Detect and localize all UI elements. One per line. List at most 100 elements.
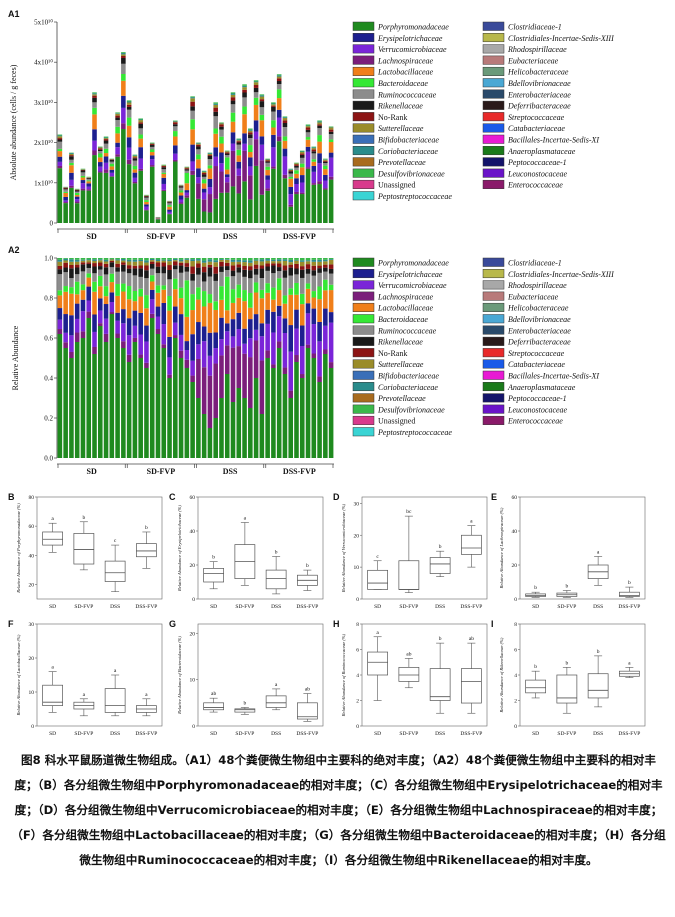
bar-segment-ruminococcaceae [224, 154, 230, 158]
bar-segment-no-rank [201, 266, 207, 273]
bar-segment-ruminococcaceae [213, 280, 218, 302]
bar-segment-lachnospiraceae [265, 188, 270, 191]
bar-segment-verrucomicrobiaceae [74, 199, 80, 202]
bar-segment-no-rank [57, 138, 63, 140]
bar-segment-erysipelotrichaceae [305, 303, 311, 314]
bar-segment-porphyromonadaceae [317, 382, 322, 458]
bar-segment-bacteroidaceae [190, 119, 195, 130]
bar-segment-desulfovibrionaceae [294, 258, 299, 260]
bar-segment-verrucomicrobiaceae [230, 143, 236, 151]
bar-segment-bacteroidaceae [230, 112, 236, 122]
bar-segment-porphyromonadaceae [74, 342, 80, 458]
bar-segment-no-rank [57, 265, 63, 270]
bar-segment-desulfovibrionaceae [276, 74, 282, 76]
bar-segment-erysipelotrichaceae [103, 304, 109, 319]
bar-segment-lachnospiraceae [271, 364, 276, 368]
bar-segment-sutterellaceae [259, 261, 265, 266]
bar-segment-lactobacillaceae [253, 104, 259, 121]
bar-segment-sutterellaceae [219, 260, 224, 262]
bar-segment-lactobacillaceae [167, 206, 172, 210]
significance-letter-sd: c [376, 554, 379, 560]
legend-label-bacteroidaceae: Bacteroidaceae [378, 79, 428, 88]
bar-segment-lactobacillaceae [57, 295, 63, 309]
legend-swatch-catabacteriaceae [482, 359, 505, 369]
bar-segment-sutterellaceae [294, 260, 299, 264]
bar-segment-no-rank [115, 263, 120, 268]
bar-segment-coriobacteriaceae [103, 259, 109, 262]
bar-segment-ruminococcaceae [121, 63, 126, 74]
bar-segment-coriobacteriaceae [230, 259, 236, 262]
bar-segment-rikenellaceae [92, 266, 97, 274]
bar-segment-porphyromonadaceae [305, 348, 311, 458]
bar-segment-ruminococcaceae [230, 104, 236, 113]
bar-segment-lachnospiraceae [328, 176, 334, 180]
y-tick-label-D: 20 [354, 533, 360, 539]
bar-segment-erysipelotrichaceae [184, 341, 190, 351]
bar-segment-rikenellaceae [224, 266, 230, 271]
bar-segment-erysipelotrichaceae [97, 162, 103, 167]
bar-segment-rikenellaceae [207, 155, 213, 160]
bar-segment-sutterellaceae [219, 123, 224, 125]
legend-label-no-rank: No-Rank [378, 349, 407, 358]
bar-segment-ruminococcaceae [103, 143, 109, 149]
bar-segment-desulfovibrionaceae [328, 126, 334, 128]
bar-segment-sutterellaceae [149, 143, 155, 145]
x-tick-label-dss: DSS [435, 604, 445, 610]
bar-segment-verrucomicrobiaceae [305, 151, 311, 168]
y-tick-label-F: 10 [29, 690, 35, 696]
bar-segment-lachnospiraceae [299, 192, 305, 195]
bar-segment-no-rank [138, 122, 143, 124]
y-axis-title-C: Relative Abundance of Erysipelotrichacea… [177, 505, 182, 592]
legend-swatch-unassigned [352, 179, 375, 189]
bar-segment-sutterellaceae [242, 87, 247, 90]
bar-segment-lachnospiraceae [74, 332, 80, 342]
bar-segment-lactobacillaceae [288, 178, 294, 187]
bar-segment-ruminococcaceae [178, 272, 184, 288]
bar-segment-lachnospiraceae [121, 341, 126, 348]
bar-segment-lactobacillaceae [317, 141, 322, 154]
bar-segment-lactobacillaceae [80, 177, 86, 181]
bar-segment-lachnospiraceae [299, 374, 305, 378]
box-sd-fvp [234, 708, 256, 713]
bar-segment-porphyromonadaceae [155, 219, 161, 223]
bar-segment-ruminococcaceae [288, 275, 294, 289]
legend-label-enterococcaceae: Enterococcaceae [507, 181, 563, 190]
bar-segment-bacteroidaceae [271, 287, 276, 300]
bar-segment-ruminococcaceae [248, 138, 253, 146]
legend-label-porphyromonadaceae: Porphyromonadaceae [377, 23, 449, 32]
bar-segment-lactobacillaceae [253, 292, 259, 315]
y-tick-label-E: 20 [512, 563, 518, 569]
bar-segment-porphyromonadaceae [115, 156, 120, 223]
x-tick-label-sd: SD [210, 604, 217, 610]
bar-segment-bacteroidaceae [253, 97, 259, 105]
bar-segment-verrucomicrobiaceae [236, 329, 242, 347]
bar-segment-rikenellaceae [138, 123, 143, 129]
bar-segment-bacteroidaceae [178, 190, 184, 193]
bar-segment-bacteroidaceae [121, 283, 126, 292]
bar-segment-verrucomicrobiaceae [109, 302, 115, 313]
bar-segment-porphyromonadaceae [184, 197, 190, 223]
bar-segment-bacteroidaceae [196, 287, 201, 300]
bar-segment-ruminococcaceae [276, 83, 282, 90]
bar-segment-bacteroidaceae [276, 89, 282, 99]
bar-segment-lactobacillaceae [288, 294, 294, 326]
bar-segment-erysipelotrichaceae [69, 172, 74, 180]
bar-segment-rikenellaceae [242, 92, 247, 98]
bar-segment-bacteroidaceae [276, 278, 282, 291]
bar-segment-bacteroidaceae [138, 288, 143, 297]
bar-segment-verrucomicrobiaceae [317, 341, 322, 377]
bar-segment-desulfovibrionaceae [126, 258, 132, 260]
bar-segment-desulfovibrionaceae [311, 146, 317, 148]
bar-segment-no-rank [213, 266, 218, 274]
bar-segment-coriobacteriaceae [207, 259, 213, 262]
bar-segment-desulfovibrionaceae [196, 258, 201, 260]
bar-segment-rikenellaceae [224, 153, 230, 155]
bar-segment-lachnospiraceae [132, 337, 138, 342]
bar-segment-no-rank [97, 148, 103, 150]
bar-segment-lachnospiraceae [276, 341, 282, 348]
bar-segment-ruminococcaceae [69, 278, 74, 288]
bar-segment-bacteroidaceae [213, 128, 218, 134]
bar-segment-porphyromonadaceae [97, 172, 103, 223]
bar-segment-coriobacteriaceae [190, 97, 195, 99]
bar-segment-porphyromonadaceae [63, 348, 68, 458]
